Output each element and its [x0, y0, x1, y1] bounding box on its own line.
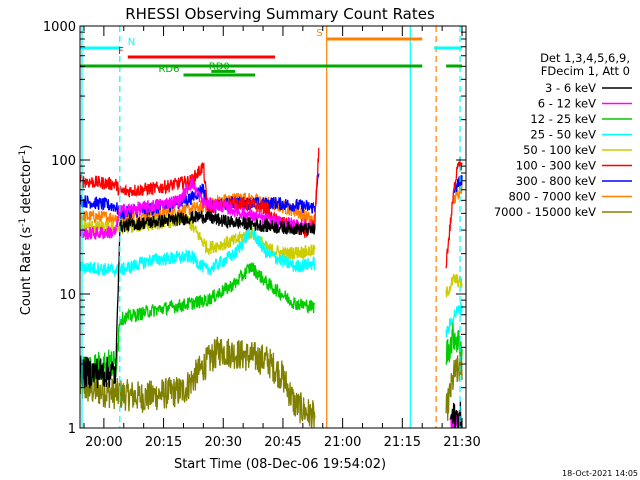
y-tick-label: 1 [68, 422, 76, 437]
series-line-100-300kev [445, 157, 463, 269]
plot-area: N S F RD0 RD6 [80, 26, 463, 428]
legend-label: 100 - 300 keV [516, 159, 596, 173]
y-axis-label-part: Count Rate (s [19, 227, 34, 316]
series-line-50-100kev [445, 273, 463, 298]
series-line-7000-15000kev [80, 336, 316, 428]
footer-timestamp: 18-Oct-2021 14:05 [562, 469, 638, 478]
y-tick-label: 1000 [43, 20, 76, 35]
plot-frame [79, 25, 467, 429]
x-axis-label: Start Time (08-Dec-06 19:54:02) [174, 457, 386, 472]
y-axis-label-superscript: -1 [18, 150, 28, 159]
chart-title: RHESSI Observing Summary Count Rates [125, 5, 435, 23]
axes: 1 10 100 1000 20:00 20:15 20:30 20:45 21:00 21:15… [43, 20, 481, 450]
series-line-12-25kev [80, 262, 316, 383]
series-line-3-6kev [80, 210, 316, 389]
series-line-6-12kev [80, 176, 316, 241]
x-tick-label: 20:30 [205, 435, 242, 450]
series-line-7000-15000kev [445, 352, 463, 421]
flag-label-rd0: RD0 [209, 61, 230, 72]
series-line-25-50kev [445, 302, 463, 338]
legend-header: Det 1,3,4,5,6,9, [540, 51, 630, 65]
y-axis-label: Count Rate (s-1 detector-1) [18, 145, 34, 316]
legend-label: 300 - 800 keV [516, 174, 596, 188]
y-axis-label-part: ) [19, 145, 34, 150]
legend-label: 6 - 12 keV [538, 97, 596, 111]
legend-label: 25 - 50 keV [530, 128, 596, 142]
flag-label-s: S [316, 28, 322, 39]
y-axis-label-superscript: -1 [18, 218, 28, 227]
legend-header: FDecim 1, Att 0 [541, 64, 630, 78]
series-line-50-100kev [80, 212, 316, 261]
legend-label: 12 - 25 keV [530, 112, 596, 126]
x-tick-label: 21:15 [384, 435, 421, 450]
y-axis-label-part: detector [19, 158, 34, 218]
legend-label: 7000 - 15000 keV [494, 205, 596, 219]
flag-label-n: N [128, 37, 135, 48]
flag-label-rd6: RD6 [158, 64, 179, 75]
x-tick-label: 21:30 [443, 435, 480, 450]
series-line-12-25kev [445, 322, 463, 365]
x-tick-label: 20:15 [145, 435, 182, 450]
flag-label-f: F [118, 46, 124, 57]
legend-label: 3 - 6 keV [545, 81, 596, 95]
x-tick-label: 21:00 [324, 435, 361, 450]
series-line-800-7000kev [453, 181, 463, 204]
series-line-3-6kev [449, 401, 463, 428]
y-tick-label: 100 [51, 154, 76, 169]
y-axis-label-text: Count Rate (s-1 detector-1) [18, 145, 34, 316]
legend-label: 50 - 100 keV [523, 143, 596, 157]
legend-label: 800 - 7000 keV [508, 190, 596, 204]
x-tick-label: 20:00 [85, 435, 122, 450]
legend: Det 1,3,4,5,6,9,FDecim 1, Att 0 3 - 6 keV… [494, 51, 632, 219]
y-tick-label: 10 [59, 288, 76, 303]
x-tick-label: 20:45 [264, 435, 301, 450]
